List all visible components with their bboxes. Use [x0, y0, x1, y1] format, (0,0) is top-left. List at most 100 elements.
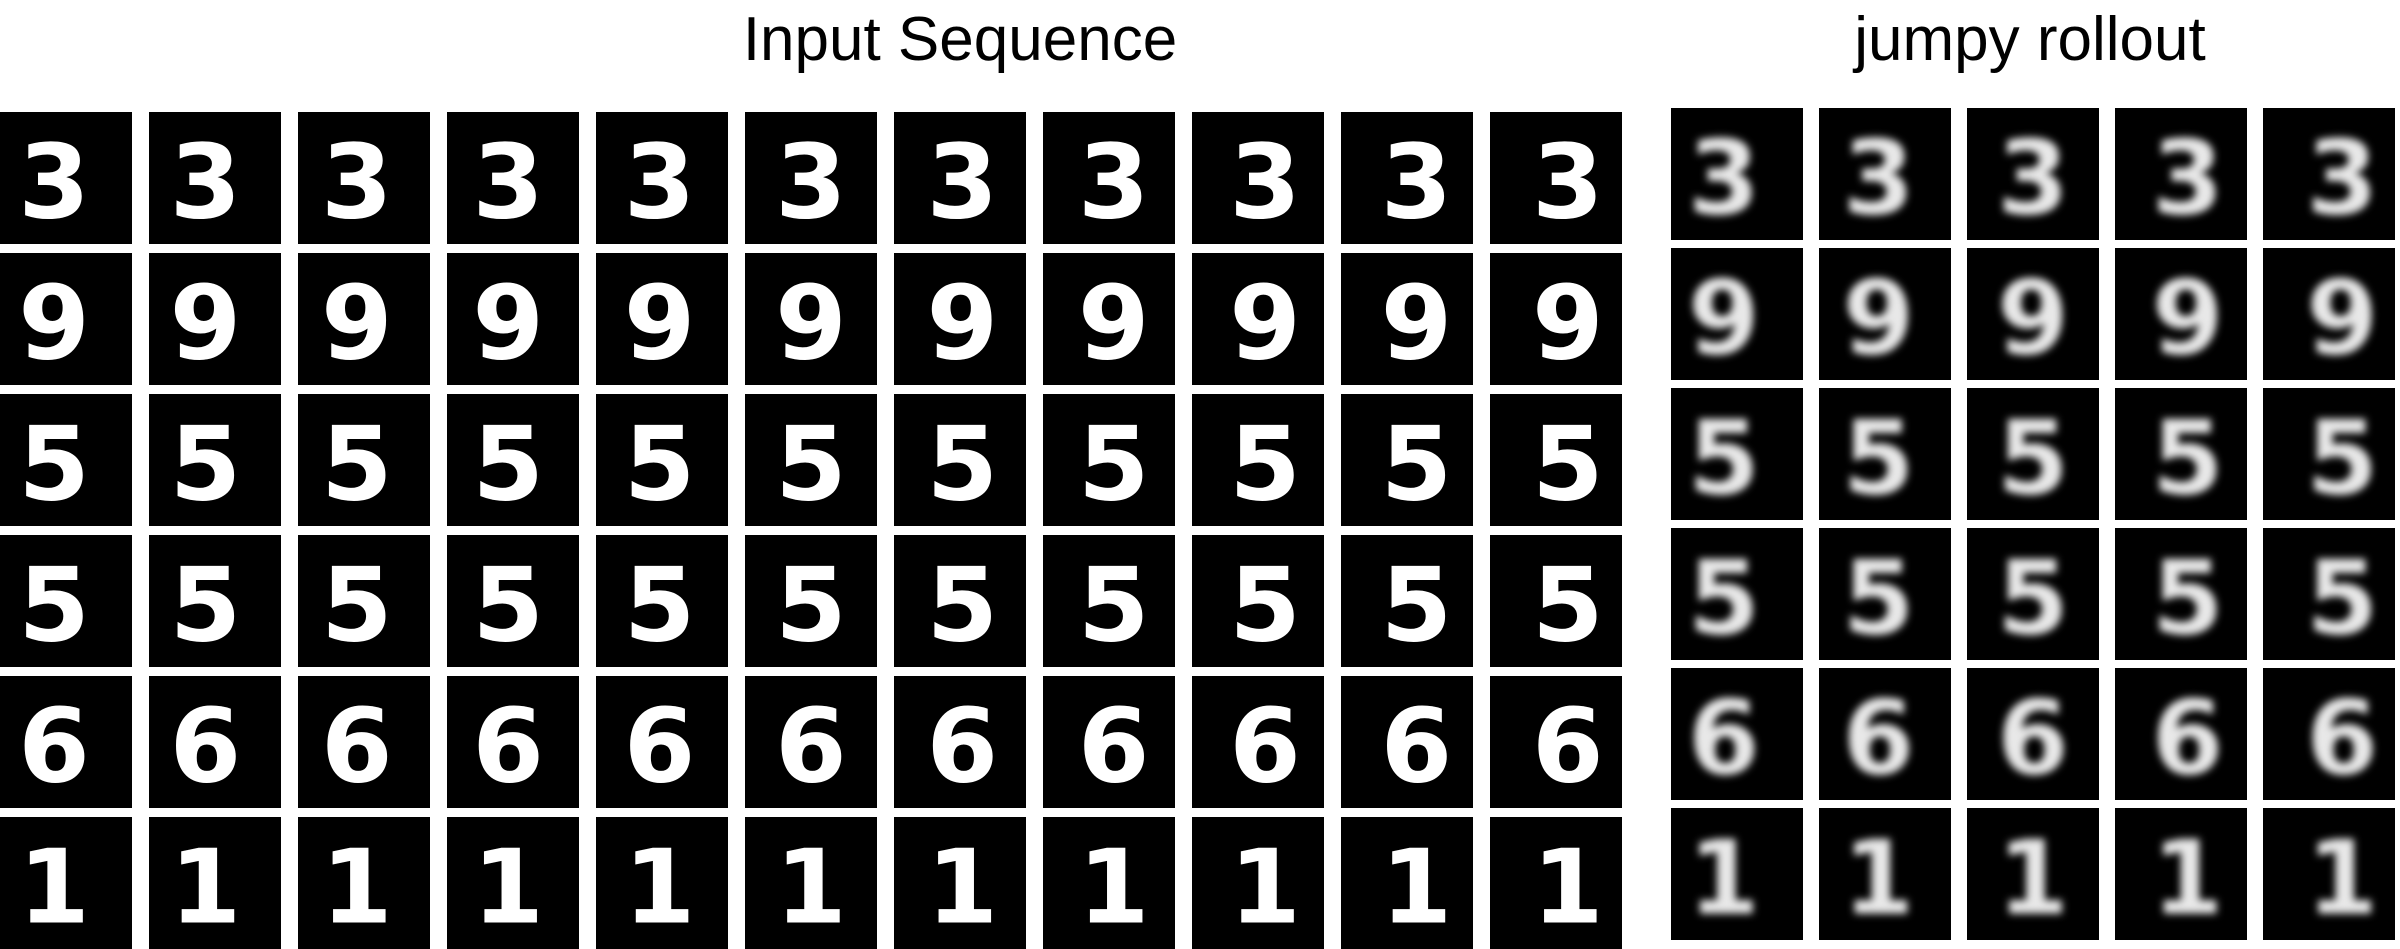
- digit-frame: 6: [447, 676, 579, 808]
- digit-frame: 3: [298, 112, 430, 244]
- digit-glyph: 3: [1532, 123, 1604, 243]
- digit-glyph: 9: [775, 264, 847, 384]
- digit-glyph: 5: [775, 405, 847, 525]
- digit-glyph: 6: [1843, 679, 1915, 799]
- digit-glyph: 3: [1229, 123, 1301, 243]
- digit-glyph: 5: [1381, 546, 1453, 666]
- digit-frame: 9: [0, 253, 132, 385]
- digit-glyph: 1: [472, 828, 544, 948]
- digit-frame: 5: [894, 394, 1026, 526]
- digit-frame: 3: [0, 112, 132, 244]
- digit-frame: 1: [0, 817, 132, 949]
- digit-frame: 1: [1341, 817, 1473, 949]
- digit-glyph: 3: [472, 123, 544, 243]
- digit-frame: 1: [1967, 808, 2099, 940]
- digit-glyph: 6: [775, 687, 847, 807]
- digit-glyph: 3: [18, 123, 90, 243]
- digit-glyph: 1: [170, 828, 242, 948]
- digit-frame: 5: [0, 394, 132, 526]
- digit-frame: 3: [1341, 112, 1473, 244]
- digit-glyph: 5: [1078, 546, 1150, 666]
- digit-glyph: 1: [1381, 828, 1453, 948]
- digit-glyph: 6: [2152, 679, 2224, 799]
- digit-glyph: 5: [1997, 539, 2069, 659]
- digit-glyph: 5: [624, 546, 696, 666]
- digit-frame: 1: [894, 817, 1026, 949]
- digit-frame: 1: [298, 817, 430, 949]
- digit-frame: 9: [1192, 253, 1324, 385]
- digit-frame: 1: [2263, 808, 2395, 940]
- digit-glyph: 6: [321, 687, 393, 807]
- digit-glyph: 5: [1229, 546, 1301, 666]
- digit-frame: 1: [1819, 808, 1951, 940]
- digit-frame: 3: [2115, 108, 2247, 240]
- digit-glyph: 5: [927, 405, 999, 525]
- digit-glyph: 6: [1229, 687, 1301, 807]
- digit-glyph: 5: [1532, 546, 1604, 666]
- digit-frame: 1: [596, 817, 728, 949]
- digit-glyph: 5: [2152, 539, 2224, 659]
- digit-frame: 3: [447, 112, 579, 244]
- digit-frame: 5: [1341, 535, 1473, 667]
- digit-frame: 5: [1490, 394, 1622, 526]
- digit-glyph: 6: [1997, 679, 2069, 799]
- digit-frame: 6: [745, 676, 877, 808]
- digit-frame: 3: [149, 112, 281, 244]
- digit-frame: 6: [1341, 676, 1473, 808]
- digit-glyph: 9: [170, 264, 242, 384]
- digit-frame: 5: [2115, 528, 2247, 660]
- digit-frame: 3: [1819, 108, 1951, 240]
- digit-frame: 5: [298, 535, 430, 667]
- digit-frame: 9: [2115, 248, 2247, 380]
- digit-glyph: 1: [321, 828, 393, 948]
- digit-glyph: 5: [1997, 399, 2069, 519]
- digit-frame: 5: [149, 535, 281, 667]
- digit-glyph: 6: [927, 687, 999, 807]
- digit-frame: 6: [1490, 676, 1622, 808]
- digit-glyph: 1: [1532, 828, 1604, 948]
- digit-frame: 5: [1043, 394, 1175, 526]
- digit-glyph: 9: [1688, 259, 1760, 379]
- digit-glyph: 3: [1997, 119, 2069, 239]
- digit-glyph: 3: [624, 123, 696, 243]
- digit-frame: 3: [1043, 112, 1175, 244]
- digit-frame: 6: [1671, 668, 1803, 800]
- digit-glyph: 9: [1532, 264, 1604, 384]
- digit-glyph: 5: [170, 546, 242, 666]
- digit-frame: 5: [745, 535, 877, 667]
- digit-glyph: 9: [18, 264, 90, 384]
- digit-frame: 6: [2263, 668, 2395, 800]
- digit-glyph: 3: [1381, 123, 1453, 243]
- digit-glyph: 1: [2152, 819, 2224, 939]
- digit-glyph: 3: [2306, 119, 2378, 239]
- digit-frame: 1: [745, 817, 877, 949]
- digit-frame: 9: [1341, 253, 1473, 385]
- digit-frame: 3: [894, 112, 1026, 244]
- digit-frame: 5: [745, 394, 877, 526]
- digit-glyph: 6: [1381, 687, 1453, 807]
- digit-frame: 1: [1490, 817, 1622, 949]
- digit-frame: 6: [1819, 668, 1951, 800]
- digit-frame: 5: [1192, 535, 1324, 667]
- digit-frame: 5: [2115, 388, 2247, 520]
- digit-frame: 1: [1671, 808, 1803, 940]
- digit-frame: 3: [2263, 108, 2395, 240]
- digit-frame: 9: [1671, 248, 1803, 380]
- digit-glyph: 5: [624, 405, 696, 525]
- digit-frame: 3: [1967, 108, 2099, 240]
- digit-glyph: 3: [2152, 119, 2224, 239]
- digit-frame: 9: [1967, 248, 2099, 380]
- digit-glyph: 5: [472, 405, 544, 525]
- digit-frame: 6: [1043, 676, 1175, 808]
- digit-frame: 1: [1192, 817, 1324, 949]
- digit-glyph: 6: [2306, 679, 2378, 799]
- digit-glyph: 5: [321, 405, 393, 525]
- digit-glyph: 9: [1078, 264, 1150, 384]
- digit-glyph: 1: [624, 828, 696, 948]
- digit-frame: 9: [1490, 253, 1622, 385]
- jumpy-rollout-title: jumpy rollout: [1854, 5, 2206, 74]
- digit-glyph: 3: [927, 123, 999, 243]
- digit-glyph: 6: [472, 687, 544, 807]
- digit-frame: 5: [1341, 394, 1473, 526]
- digit-frame: 9: [2263, 248, 2395, 380]
